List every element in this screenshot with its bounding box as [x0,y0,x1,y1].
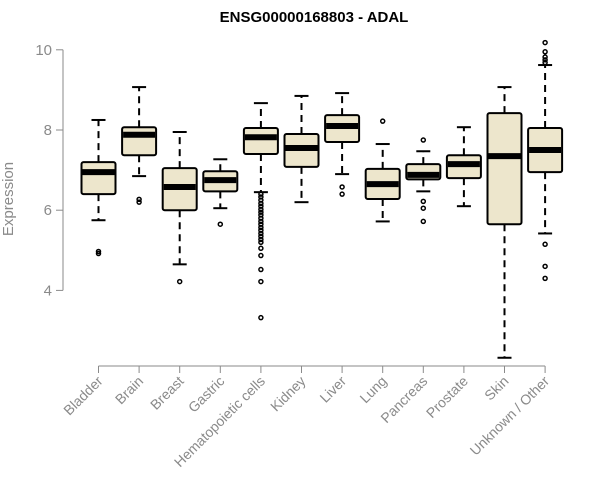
outlier-point [136,199,142,205]
box-gastric [202,158,239,227]
x-tick-label: Prostate [423,373,471,421]
box-prostate [445,126,482,208]
outlier-point [258,197,264,203]
outlier-point [258,212,264,218]
box-iqr [486,112,523,226]
box-breast [161,131,198,285]
x-tick-label: Skin [481,373,512,404]
outlier-point [542,39,548,46]
outlier-point [420,205,427,211]
outlier-point [339,184,345,190]
outlier-point [542,57,548,63]
outlier-point [258,221,264,227]
outlier-point [258,218,264,225]
chart-title: ENSG00000168803 - ADAL [220,9,409,26]
outlier-point [258,206,264,213]
x-tick-label: Liver [316,373,349,406]
outlier-point [258,215,264,221]
outlier-point [542,263,548,270]
box-hematopoietic-cells [242,102,279,321]
outlier-point [258,203,264,209]
outlier-point [258,227,264,233]
box-kidney [283,94,320,204]
box-iqr [80,161,117,196]
x-tick-label: Bladder [60,373,106,419]
box-skin [486,86,523,359]
y-tick-label: 8 [44,122,52,139]
box-brain [121,86,158,205]
outlier-point [420,198,427,205]
x-tick-label: Kidney [267,373,309,415]
y-tick-label: 4 [44,282,52,299]
outlier-point [542,54,548,60]
outlier-point [136,196,142,203]
outlier-point [258,194,264,200]
outlier-point [420,137,427,143]
outlier-point [258,209,264,215]
outlier-point [258,191,264,197]
y-tick-label: 6 [44,202,52,219]
outlier-point [542,59,548,66]
box-unknown-other [527,39,564,282]
outlier-point [420,218,427,225]
outlier-point [379,118,386,124]
outlier-point [258,230,264,237]
outlier-point [542,49,548,55]
outlier-point [542,241,548,248]
box-pancreas [405,137,442,225]
box-series [80,39,564,359]
box-bladder [80,118,117,257]
outlier-point [258,314,264,321]
outlier-point [258,236,264,243]
box-iqr [242,126,279,156]
y-axis-label: Expression [0,162,17,236]
outlier-point [95,250,102,257]
box-lung [364,118,401,223]
outlier-point [258,200,264,207]
outlier-point [258,239,264,246]
y-tick-label: 10 [35,42,52,59]
x-tick-label: Breast [147,373,187,413]
box-liver [324,92,361,197]
outlier-point [542,275,548,282]
outlier-point [95,248,102,255]
outlier-point [258,278,264,285]
outlier-point [258,224,264,231]
outlier-point [258,233,264,240]
x-tick-label: Lung [356,373,389,406]
outlier-point [258,245,264,252]
outlier-point [217,221,224,227]
outlier-point [339,191,345,197]
outlier-point [176,278,183,285]
outlier-point [258,252,264,259]
x-tick-label: Brain [112,373,146,407]
box-iqr [121,126,158,157]
outlier-point [258,266,264,273]
